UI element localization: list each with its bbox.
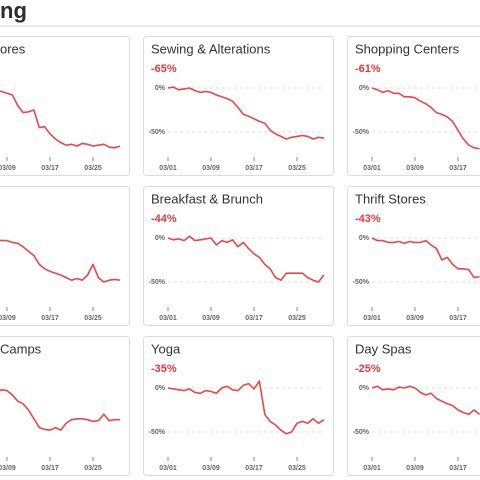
x-tick-label: 03/01: [159, 165, 177, 172]
y-tick-label: 0%: [359, 85, 370, 92]
panel: [0, 186, 130, 326]
panel-change: -61%: [355, 63, 381, 75]
panel-title: Day Spas: [355, 341, 412, 356]
x-tick-label: 03/17: [449, 315, 467, 322]
x-tick-label: 03/17: [245, 165, 263, 172]
x-tick-label: 03/25: [84, 315, 102, 322]
x-tick-label: 03/09: [406, 465, 424, 472]
panel: [347, 186, 480, 326]
x-tick-label: 03/09: [0, 165, 16, 172]
panel: [0, 36, 130, 176]
y-tick-label: 0%: [155, 235, 166, 242]
x-tick-label: 03/17: [245, 465, 263, 472]
line: [0, 389, 120, 431]
x-tick-label: 03/09: [406, 165, 424, 172]
x-tick-label: 03/09: [0, 315, 16, 322]
panel-title: Breakfast & Brunch: [151, 191, 263, 206]
panel-change: -44%: [151, 213, 177, 225]
y-tick-label: -50%: [353, 429, 370, 436]
x-tick-label: 03/09: [202, 465, 220, 472]
line: [167, 380, 325, 435]
line: [371, 385, 480, 416]
y-tick-label: 0%: [155, 85, 166, 92]
x-tick-label: 03/01: [363, 165, 381, 172]
x-tick-label: 03/01: [159, 315, 177, 322]
x-tick-label: 03/01: [159, 465, 177, 472]
line: [0, 239, 121, 283]
x-tick-label: 03/25: [288, 165, 306, 172]
y-tick-label: -50%: [353, 129, 370, 136]
panel-title: ores: [0, 41, 26, 56]
x-tick-label: 03/09: [202, 165, 220, 172]
panel: [347, 336, 480, 476]
x-tick-label: 03/17: [245, 315, 263, 322]
y-tick-label: -50%: [353, 279, 370, 286]
line: [371, 87, 480, 150]
x-tick-label: 03/17: [41, 165, 59, 172]
y-tick-label: -50%: [149, 279, 166, 286]
panel-title: Shopping Centers: [355, 41, 460, 56]
line: [0, 90, 121, 149]
y-tick-label: -50%: [149, 129, 166, 136]
y-tick-label: 0%: [359, 385, 370, 392]
y-tick-label: 0%: [359, 235, 370, 242]
x-tick-label: 03/25: [288, 465, 306, 472]
page-title: ng: [0, 0, 27, 23]
x-tick-label: 03/17: [449, 465, 467, 472]
panel-title: Yoga: [151, 341, 181, 356]
line: [167, 86, 325, 140]
panel-title: Camps: [0, 341, 42, 356]
line: [167, 235, 325, 283]
x-tick-label: 03/09: [406, 315, 424, 322]
y-tick-label: 0%: [155, 385, 166, 392]
x-tick-label: 03/09: [202, 315, 220, 322]
x-tick-label: 03/17: [41, 315, 59, 322]
panel-change: -25%: [355, 363, 381, 375]
y-tick-label: -50%: [149, 429, 166, 436]
line: [371, 237, 480, 279]
panel-title: Sewing & Alterations: [151, 41, 271, 56]
x-tick-label: 03/01: [363, 465, 381, 472]
panel: [0, 336, 130, 476]
x-tick-label: 03/17: [41, 465, 59, 472]
panel-change: -35%: [151, 363, 177, 375]
x-tick-label: 03/25: [84, 465, 102, 472]
x-tick-label: 03/09: [0, 465, 16, 472]
panel: [143, 186, 334, 326]
x-tick-label: 03/25: [84, 165, 102, 172]
x-tick-label: 03/25: [288, 315, 306, 322]
panel-change: -43%: [355, 213, 381, 225]
x-tick-label: 03/17: [449, 165, 467, 172]
x-tick-label: 03/01: [363, 315, 381, 322]
panel: [347, 36, 480, 176]
panel-title: Thrift Stores: [355, 191, 426, 206]
panel-change: -65%: [151, 63, 177, 75]
panel: [143, 336, 334, 476]
panel: [143, 36, 334, 176]
